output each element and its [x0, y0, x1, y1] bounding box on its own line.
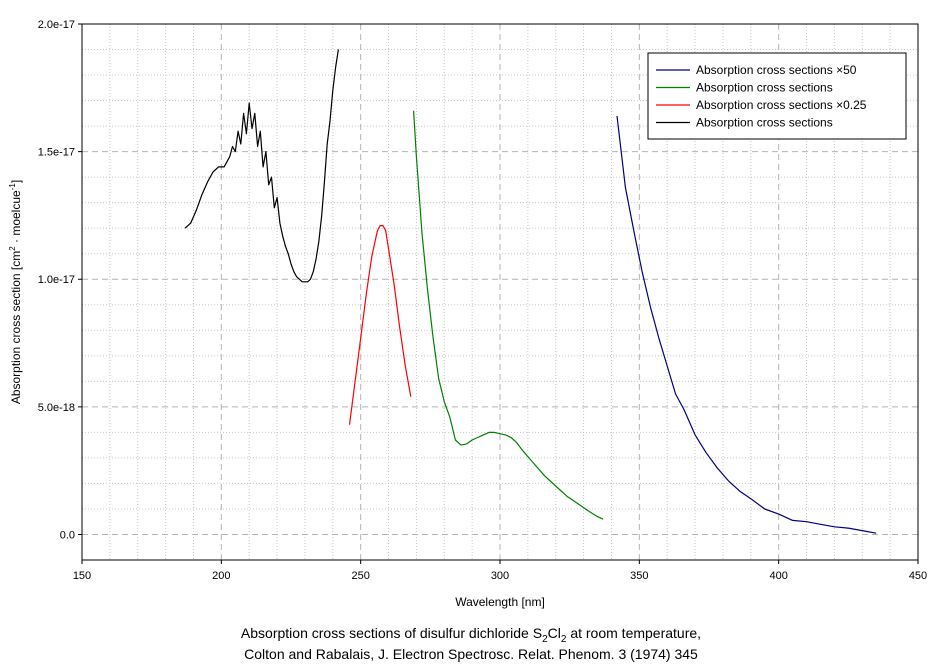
y-axis: 0.0 5.0e-18 1.0e-17 1.5e-17 2.0e-17 — [38, 19, 82, 541]
chart-svg: 150 200 250 300 350 400 450 0.0 5.0e-18 1.0e-17 1… — [8, 19, 927, 609]
series-line-1 — [616, 115, 877, 534]
legend-box — [647, 52, 907, 140]
legend: Absorption cross sections ×50 Absorption … — [647, 52, 907, 140]
series-layer — [184, 49, 877, 534]
x-tick-label: 300 — [491, 570, 509, 582]
x-tick-label: 450 — [909, 570, 927, 582]
y-axis-title: Absorption cross section [cm2 · moelcue-… — [8, 180, 23, 404]
x-tick-label: 350 — [630, 570, 648, 582]
y-tick-label: 1.5e-17 — [38, 147, 75, 159]
legend-label-3: Absorption cross sections ×0.25 — [696, 98, 867, 112]
series-line-3 — [348, 225, 412, 425]
x-tick-label: 150 — [73, 570, 91, 582]
y-tick-label: 5.0e-18 — [38, 402, 75, 414]
x-axis-title: Wavelength [nm] — [455, 595, 545, 609]
y-tick-label: 1.0e-17 — [38, 274, 75, 286]
x-tick-label: 250 — [351, 570, 369, 582]
series-line-4 — [184, 49, 339, 283]
legend-label-4: Absorption cross sections — [696, 116, 833, 130]
caption-line-1: Absorption cross sections of disulfur di… — [240, 625, 702, 645]
legend-label-2: Absorption cross sections — [696, 81, 833, 95]
series-line-2 — [413, 110, 604, 520]
legend-label-1: Absorption cross sections ×50 — [696, 63, 857, 77]
x-tick-label: 400 — [769, 570, 787, 582]
y-tick-label: 0.0 — [60, 529, 75, 541]
y-tick-label: 2.0e-17 — [38, 19, 75, 31]
x-tick-label: 200 — [212, 570, 230, 582]
x-axis: 150 200 250 300 350 400 450 — [73, 560, 927, 582]
caption-line-2: Colton and Rabalais, J. Electron Spectro… — [244, 646, 698, 662]
